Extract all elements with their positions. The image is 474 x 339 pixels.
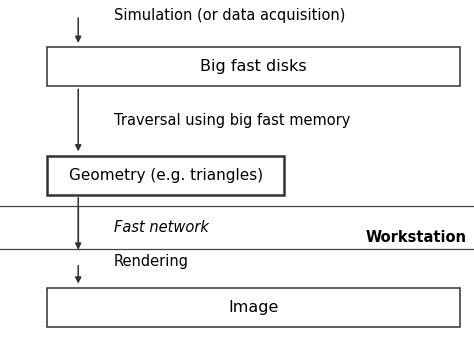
- Text: Fast network: Fast network: [114, 220, 209, 235]
- Text: Rendering: Rendering: [114, 254, 189, 269]
- FancyBboxPatch shape: [47, 47, 460, 86]
- Text: Big fast disks: Big fast disks: [201, 59, 307, 75]
- Text: Traversal using big fast memory: Traversal using big fast memory: [114, 113, 350, 128]
- FancyBboxPatch shape: [47, 288, 460, 327]
- Text: Geometry (e.g. triangles): Geometry (e.g. triangles): [69, 168, 263, 183]
- Text: Simulation (or data acquisition): Simulation (or data acquisition): [114, 8, 345, 23]
- FancyBboxPatch shape: [47, 156, 284, 195]
- Text: Image: Image: [228, 300, 279, 315]
- Text: Workstation: Workstation: [366, 230, 467, 245]
